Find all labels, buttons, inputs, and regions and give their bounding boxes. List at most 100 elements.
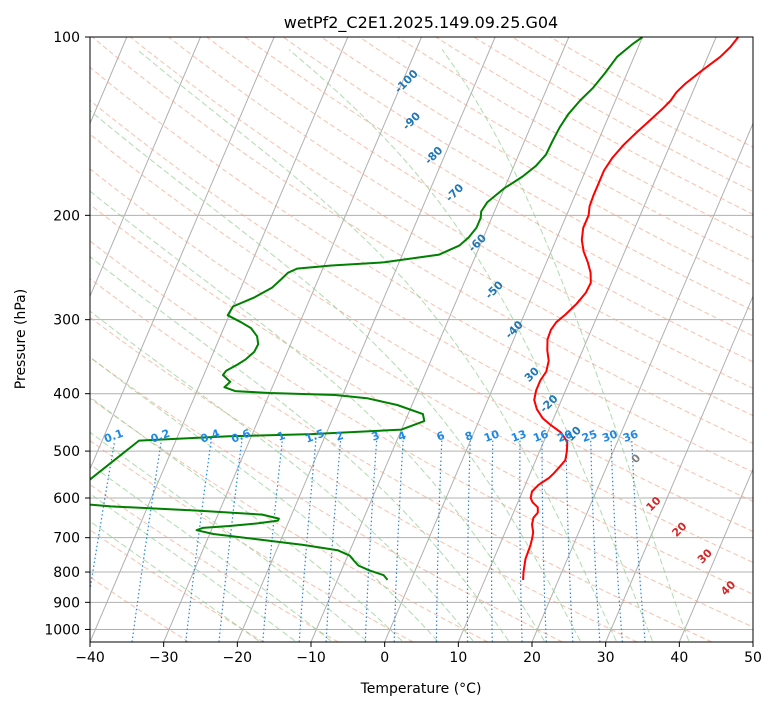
isotherm-gridline	[752, 640, 753, 642]
dry-adiabat-line	[90, 278, 712, 642]
y-tick-label: 600	[53, 491, 80, 507]
x-tick-label: −20	[223, 650, 253, 666]
moist-adiabat-line	[90, 310, 474, 642]
mixing-ratio-line	[298, 440, 317, 642]
mixing-ratio-label: 2	[334, 429, 346, 444]
grid-layer	[90, 37, 753, 642]
isotherm-gridline	[163, 37, 422, 642]
mixing-ratio-line	[490, 440, 494, 642]
y-tick-label: 300	[53, 313, 80, 329]
mixing-ratio-label: 0.2	[149, 427, 172, 446]
y-tick-label: 800	[53, 565, 80, 581]
isotherm-gridline	[90, 37, 201, 298]
isotherm-gridline	[457, 37, 717, 642]
mixing-ratio-line	[131, 440, 162, 642]
moist-adiabat-line	[90, 256, 509, 642]
mixing-ratio-label: 20	[556, 427, 575, 445]
y-tick-label: 400	[53, 387, 80, 403]
isotherm-gridline	[531, 122, 753, 642]
mixing-ratio-label: 30	[600, 427, 619, 445]
isotherm-gridline	[384, 37, 643, 642]
plot-background	[90, 37, 753, 642]
mixing-ratio-label: 1.5	[303, 427, 326, 446]
dry-adiabat-line	[90, 99, 753, 502]
moist-adiabat-line	[90, 463, 331, 642]
mixing-ratio-label: 8	[463, 429, 475, 444]
plot-area	[90, 37, 753, 642]
x-tick-label: −40	[75, 650, 105, 666]
dry-adiabat-line	[320, 37, 753, 287]
x-tick-label: 40	[670, 650, 688, 666]
mixing-ratio-line	[262, 440, 283, 642]
mixing-ratio-line	[519, 440, 523, 642]
dry-adiabat-line	[130, 37, 753, 417]
mixing-ratio-label: 6	[435, 429, 447, 444]
y-tick-label: 100	[53, 30, 80, 46]
moist-adiabat-line	[90, 109, 581, 642]
x-tick-label: −10	[296, 650, 326, 666]
mixing-ratio-label: 16	[531, 427, 550, 445]
temperature-profile-line	[522, 37, 740, 580]
chart-title: wetPf2_C2E1.2025.149.09.25.G04	[284, 13, 558, 33]
dry-adiabat-line	[511, 37, 753, 170]
mixing-ratio-label: 0.6	[229, 427, 252, 446]
x-tick-label: 30	[597, 650, 615, 666]
moist-adiabat-line	[90, 396, 403, 642]
mixing-ratio-line	[364, 440, 378, 642]
dry-adiabat-line	[90, 133, 753, 533]
dry-adiabat-line	[244, 37, 753, 337]
x-tick-label: 0	[380, 650, 389, 666]
mixing-ratio-line	[325, 440, 342, 642]
mixing-ratio-label: 25	[580, 428, 599, 445]
mixing-ratio-label: 36	[621, 427, 640, 445]
dry-adiabat-line	[90, 168, 753, 563]
mixing-ratio-label: 3	[370, 429, 382, 444]
y-tick-label: 200	[53, 208, 80, 224]
plot-frame	[89, 36, 754, 643]
isotherm-gridline	[90, 37, 349, 642]
mixing-ratio-label: 0.1	[102, 427, 125, 446]
mixing-ratio-line	[90, 440, 116, 594]
moist-adiabat-line	[90, 190, 545, 642]
moist-adiabat-line	[90, 431, 367, 642]
dry-adiabat-line	[206, 37, 753, 363]
mixing-ratio-label: 4	[396, 429, 408, 444]
mixing-ratio-line	[393, 440, 404, 642]
axis-layer: −40 −30 −20 −10 0 10 20 30 40 5010020030040050060…	[44, 30, 762, 666]
moist-adiabat-line	[90, 520, 259, 642]
dewpoint-profile-line	[90, 37, 644, 581]
series-layer	[90, 37, 740, 581]
dry-adiabat-line	[90, 529, 264, 642]
moist-adiabat-line	[288, 49, 653, 641]
x-axis-label: Temperature (°C)	[360, 681, 482, 697]
y-tick-label: 500	[53, 444, 80, 460]
dry-adiabat-line	[90, 240, 753, 628]
mixing-ratio-label: 10	[482, 427, 501, 445]
y-axis-label: Pressure (hPa)	[13, 289, 29, 389]
dry-adiabat-line	[90, 66, 753, 473]
dry-adiabat-line	[90, 440, 414, 642]
mixing-ratio-line	[466, 440, 471, 642]
x-tick-label: 20	[523, 650, 541, 666]
dry-adiabat-line	[90, 483, 339, 642]
mixing-ratio-line	[541, 440, 547, 642]
mixing-ratio-line	[631, 440, 646, 642]
y-tick-label: 900	[53, 595, 80, 611]
mixing-ratio-line	[590, 440, 601, 642]
moist-adiabat-line	[136, 49, 617, 642]
isotherm-gridline	[90, 37, 275, 471]
mixing-ratio-line	[435, 440, 443, 642]
y-tick-label: 700	[53, 531, 80, 547]
isotherm-gridline	[605, 295, 753, 642]
x-tick-label: 50	[744, 650, 762, 666]
mixing-ratio-line	[185, 440, 212, 642]
x-tick-label: 10	[449, 650, 467, 666]
mixing-ratio-line	[218, 440, 243, 642]
moist-adiabat-line	[441, 49, 690, 641]
isotherm-gridline	[678, 467, 753, 642]
dry-adiabat-line	[90, 203, 753, 595]
dry-adiabat-line	[359, 37, 753, 262]
mixing-ratio-line	[565, 440, 574, 642]
dry-adiabat-line	[473, 37, 753, 192]
